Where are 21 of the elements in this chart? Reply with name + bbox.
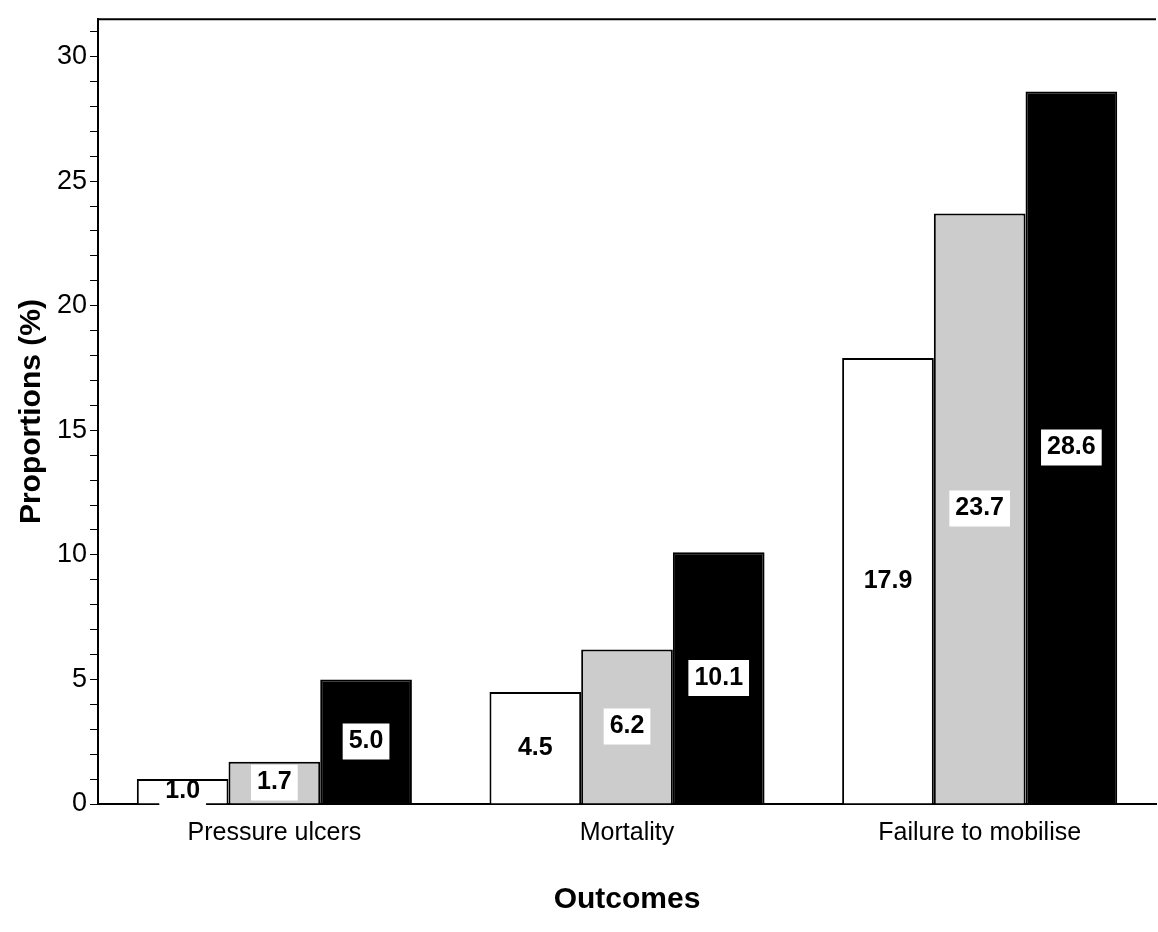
y-tick-label: 5	[72, 662, 88, 693]
y-tick-label: 0	[72, 787, 88, 818]
data-label: 4.5	[517, 731, 553, 760]
data-label: 6.2	[609, 710, 645, 739]
data-label: 1.7	[256, 766, 292, 795]
x-tick-label: Mortality	[579, 816, 675, 845]
data-label: 1.0	[165, 775, 201, 804]
data-label: 17.9	[863, 564, 913, 593]
y-tick-label: 30	[56, 40, 88, 71]
y-tick-label: 25	[56, 164, 88, 195]
data-label: 28.6	[1047, 431, 1096, 460]
data-label: 23.7	[955, 492, 1005, 521]
x-tick-label: Failure to mobilise	[878, 816, 1082, 845]
x-axis-title: Outcomes	[553, 881, 701, 915]
data-label: 5.0	[348, 725, 384, 754]
y-axis-title: Proportions (%)	[13, 299, 47, 525]
y-tick-label: 20	[56, 289, 88, 320]
data-label: 10.1	[694, 661, 744, 690]
y-tick-label: 15	[56, 413, 88, 444]
x-tick-label: Pressure ulcers	[187, 816, 362, 845]
y-tick-label: 10	[56, 538, 88, 569]
